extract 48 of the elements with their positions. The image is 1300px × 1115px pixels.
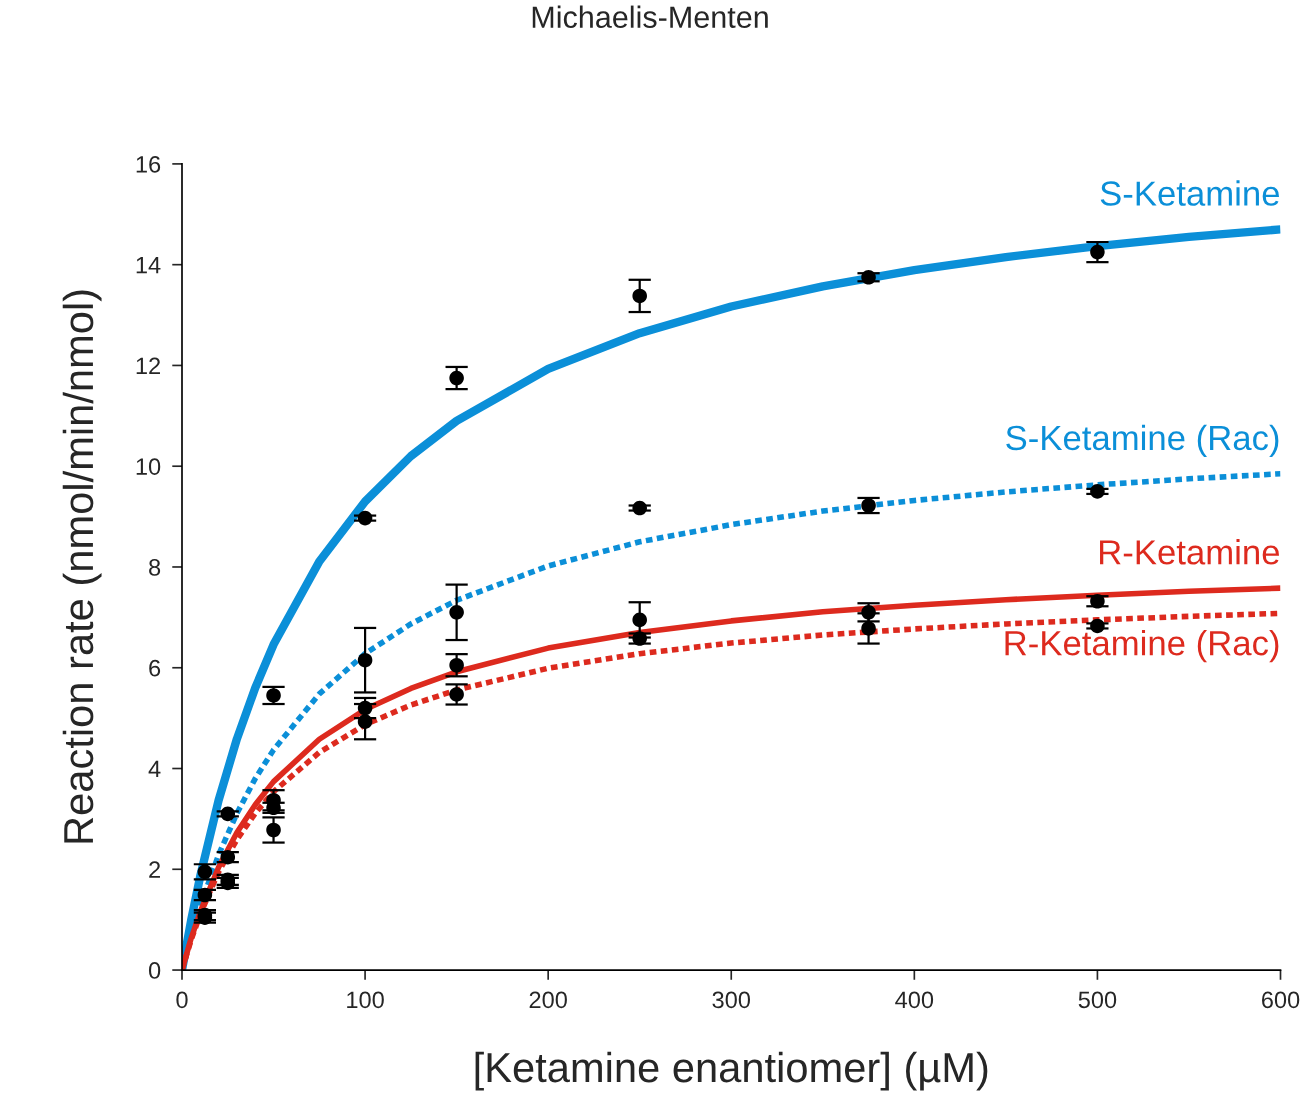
y-tick-label: 12 [136,357,160,374]
point [449,687,464,702]
y-tick-label: 14 [136,256,161,274]
point [632,612,647,628]
x-tick-label: 0 [176,991,188,1009]
y-axis-title: Reaction rate (nmol/min/nmol) [62,290,102,843]
point [632,500,647,516]
y-tick-label: 10 [136,458,161,475]
y-tick-label: 4 [148,760,161,778]
x-tick-label: 600 [1262,991,1300,1009]
point [449,370,464,386]
point [861,498,876,513]
point [449,657,464,673]
y-tick-label: 0 [148,962,161,979]
x-tick-label: 400 [895,991,934,1009]
point [197,887,213,903]
point [357,652,373,668]
point [861,269,876,285]
point [357,510,373,526]
point [632,288,647,304]
y-tick-label: 16 [136,155,161,173]
y-tick-label: 6 [149,659,161,677]
point [861,605,876,620]
point [632,631,647,646]
chart-title: Michaelis-Menten [532,5,768,29]
point [861,621,876,636]
point [266,688,281,703]
x-tick-label: 300 [712,991,751,1009]
point [357,714,373,729]
point [449,605,464,620]
point [1090,593,1105,609]
x-axis-title: [Ketamine enantiomer] (µM) [475,1051,988,1091]
y-tick-label: 8 [149,559,161,576]
point [266,822,281,838]
x-tick-label: 100 [347,991,384,1009]
point [1090,244,1105,260]
series-label: R-Ketamine (Rac) [1005,630,1279,663]
point [220,806,236,822]
point [220,849,236,865]
point [357,700,373,716]
point [1090,484,1105,499]
y-tick-label: 2 [149,861,160,878]
series-label: R-Ketamine [1100,539,1279,565]
series-label: S-Ketamine (Rac) [1006,424,1279,458]
x-tick-label: 500 [1078,991,1117,1009]
point [197,864,213,880]
series-label: S-Ketamine [1100,180,1279,206]
x-tick-label: 200 [529,991,567,1009]
